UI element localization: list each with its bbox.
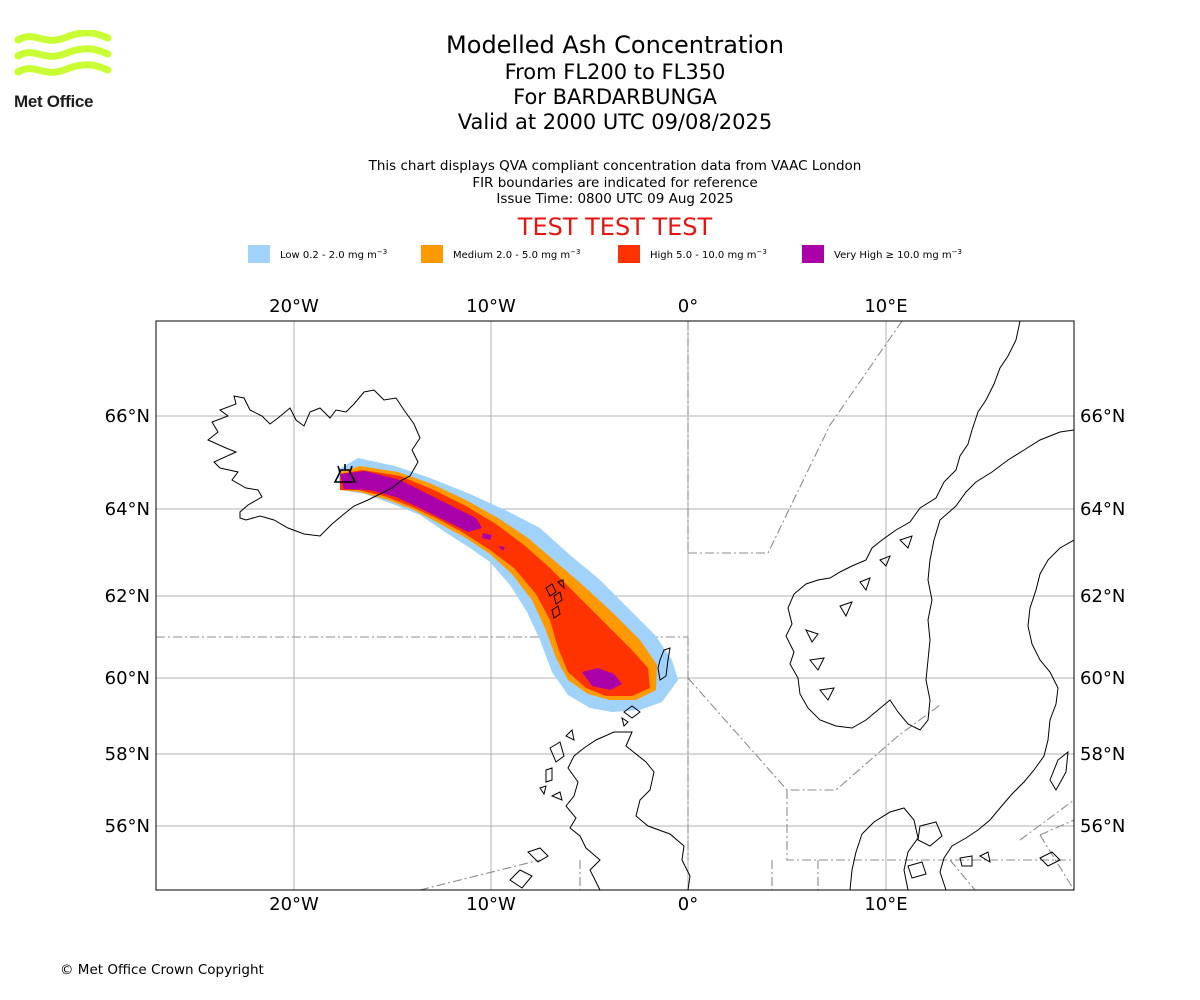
legend-label-very-high: Very High ≥ 10.0 mg m−3 xyxy=(834,247,962,261)
lon-label-top-10w: 10°W xyxy=(466,296,516,317)
legend-label-low: Low 0.2 - 2.0 mg m−3 xyxy=(280,247,388,261)
lat-label-left-62n: 62°N xyxy=(105,586,150,607)
denmark-coast xyxy=(849,807,919,890)
copyright: © Met Office Crown Copyright xyxy=(60,962,264,978)
lat-label-right-58n: 58°N xyxy=(1080,744,1125,765)
logo-wordmark: Met Office xyxy=(14,92,94,111)
iceland-coast xyxy=(207,389,421,537)
legend-swatch-very-high xyxy=(802,245,824,263)
norway-coast xyxy=(785,321,1074,731)
lat-label-left-56n: 56°N xyxy=(105,816,150,837)
lat-label-right-56n: 56°N xyxy=(1080,816,1125,837)
legend-swatch-low xyxy=(248,245,270,263)
lat-label-right-60n: 60°N xyxy=(1080,668,1125,689)
chart-title: Modelled Ash Concentration xyxy=(446,31,784,59)
met-office-logo xyxy=(14,30,112,76)
norway-fjords xyxy=(805,535,913,701)
legend-item-very-high: Very High ≥ 10.0 mg m−3 xyxy=(802,244,962,264)
sweden-coast xyxy=(939,539,1074,890)
scotland-coast xyxy=(565,731,691,890)
test-banner: TEST TEST TEST xyxy=(517,213,713,241)
lat-label-left-64n: 64°N xyxy=(105,499,150,520)
ash-very-high-speck-2 xyxy=(498,546,505,551)
faroe-islands xyxy=(545,579,565,619)
volcano-name: For BARDARBUNGA xyxy=(513,85,717,109)
legend-swatch-medium xyxy=(421,245,443,263)
ash-very-high-contour xyxy=(340,471,482,532)
legend-label-high: High 5.0 - 10.0 mg m−3 xyxy=(650,247,767,261)
subtitle-line-1: This chart displays QVA compliant concen… xyxy=(368,158,862,174)
lon-label-bottom-10w: 10°W xyxy=(466,894,516,915)
map-frame xyxy=(155,320,1075,891)
lat-label-right-64n: 64°N xyxy=(1080,499,1125,520)
orkney-islands xyxy=(621,705,641,727)
ash-very-high-speck xyxy=(482,533,492,540)
lon-label-bottom-0: 0° xyxy=(678,894,698,915)
legend: Low 0.2 - 2.0 mg m−3 Medium 2.0 - 5.0 mg… xyxy=(0,244,1200,264)
subtitle-block: This chart displays QVA compliant concen… xyxy=(315,158,915,208)
flight-levels: From FL200 to FL350 xyxy=(504,60,726,84)
legend-label-medium: Medium 2.0 - 5.0 mg m−3 xyxy=(453,247,581,261)
scottish-islands xyxy=(509,728,575,889)
lat-label-left-58n: 58°N xyxy=(105,744,150,765)
title-block: Modelled Ash Concentration From FL200 to… xyxy=(315,30,915,135)
legend-swatch-high xyxy=(618,245,640,263)
coastlines xyxy=(207,321,1074,890)
lon-label-bottom-20w: 20°W xyxy=(269,894,319,915)
subtitle-line-2: FIR boundaries are indicated for referen… xyxy=(472,174,758,191)
baltic-islands xyxy=(1039,750,1069,867)
lon-label-top-10e: 10°E xyxy=(864,296,907,317)
legend-item-high: High 5.0 - 10.0 mg m−3 xyxy=(618,244,767,264)
lat-label-right-66n: 66°N xyxy=(1080,406,1125,427)
volcano-icon xyxy=(333,464,357,483)
shetland-islands xyxy=(657,647,671,681)
axis-labels: 20°W 10°W 0° 10°E 20°W 10°W 0° 10°E 66°N… xyxy=(105,296,1126,915)
lat-label-left-66n: 66°N xyxy=(105,406,150,427)
valid-time: Valid at 2000 UTC 09/08/2025 xyxy=(457,110,773,134)
legend-item-medium: Medium 2.0 - 5.0 mg m−3 xyxy=(421,244,580,264)
danish-islands xyxy=(907,821,991,879)
lat-label-right-62n: 62°N xyxy=(1080,586,1125,607)
ash-very-high-patch xyxy=(582,668,622,690)
lon-label-top-0: 0° xyxy=(678,296,698,317)
graticule xyxy=(156,321,1074,890)
legend-item-low: Low 0.2 - 2.0 mg m−3 xyxy=(248,244,387,264)
lon-label-bottom-10e: 10°E xyxy=(864,894,907,915)
lon-label-top-20w: 20°W xyxy=(269,296,319,317)
lat-label-left-60n: 60°N xyxy=(105,668,150,689)
ash-high-contour xyxy=(340,470,650,696)
issue-time: Issue Time: 0800 UTC 09 Aug 2025 xyxy=(496,191,734,207)
